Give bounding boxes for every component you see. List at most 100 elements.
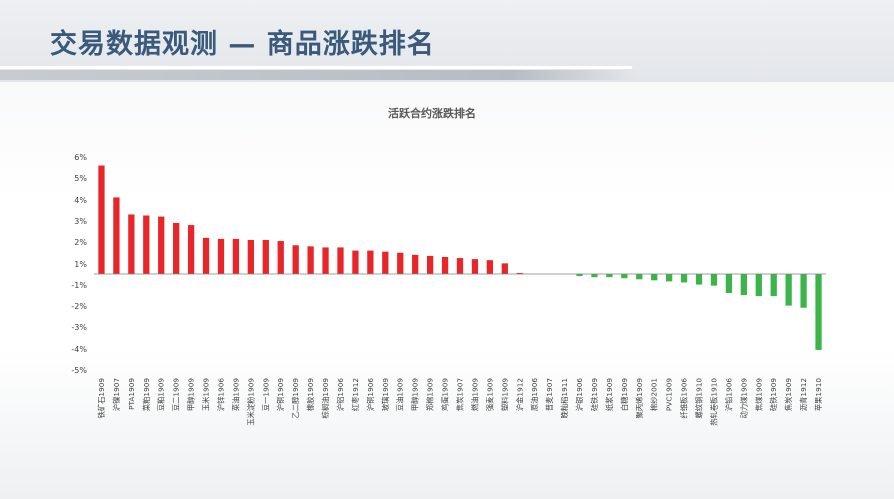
category-label: 沥青1912 [799,378,808,411]
category-label: 甲醇1909 [187,378,196,412]
category-label: 焦炭1909 [784,378,793,412]
bar [232,238,240,274]
bar [322,247,329,274]
header-stripe [0,70,640,80]
bar [591,274,598,278]
bar [666,274,673,282]
bar [576,274,583,277]
category-label: 热轧卷板1910 [709,378,718,426]
page-title: 交易数据观测 — 商品涨跌排名 [50,29,435,60]
category-label: 玉米淀粉1909 [246,378,255,426]
bar [202,237,210,274]
y-tick-label: 6% [74,153,87,162]
category-label: 沪铜1909 [276,378,285,412]
category-label: 沪铜1906 [366,378,375,412]
bar [247,239,254,274]
category-label: 塑料1909 [500,378,509,412]
bar [486,260,494,274]
category-label: 原油1906 [530,378,539,412]
category-label: 沪铝1906 [336,378,345,412]
bar [113,197,120,274]
category-label: 玉米1909 [202,378,211,412]
y-tick-label: 3% [74,217,87,226]
bar [636,274,643,280]
bar [770,274,777,297]
category-label: 动力煤1909 [739,378,748,419]
category-label: 豆粕1909 [157,378,166,412]
category-label: 晚籼稻1911 [560,378,569,418]
bar [501,263,508,274]
bar [412,254,419,274]
bar [621,274,628,279]
category-label: PTA1909 [127,378,136,410]
bar [173,222,180,274]
category-label: 燃油1909 [470,378,479,412]
bar [307,246,314,274]
y-tick-label: -1% [71,281,87,290]
category-label: 螺纹钢1910 [695,378,704,419]
bar [710,274,718,286]
bar [143,215,150,274]
bar [695,274,703,285]
bar [397,252,404,274]
bar [98,165,105,274]
bar [337,247,344,274]
category-label: 甲醇1909 [411,378,420,412]
category-label: 普麦1907 [545,378,554,412]
y-tick-label: -5% [71,366,87,375]
category-label: 强麦1909 [485,378,494,412]
bar [651,274,658,281]
category-label: 豆一1909 [261,378,270,412]
category-label: 苹果1910 [814,378,823,412]
category-labels: 铁矿石1909 沪镍1907 PTA1909 菜粕1909 豆粕1909 豆二1909 甲醇… [97,378,823,426]
category-label: 硅铁1909 [769,378,778,412]
category-label: 菜油1909 [231,378,240,412]
bar [815,274,822,350]
category-label: 玻璃1909 [381,378,390,412]
bar [128,214,135,274]
bar [158,216,165,274]
category-label: 棉纱2001 [650,378,659,411]
category-label: 沪金1912 [515,378,524,411]
bar [755,274,762,297]
category-label: 豆二1909 [172,378,181,412]
bar [262,239,269,274]
bar [217,238,225,274]
bar [352,250,359,274]
y-tick-label: 4% [74,196,87,205]
category-label: 铁矿石1909 [97,378,106,419]
bar [740,274,747,296]
bar [800,274,807,308]
bar [277,241,284,274]
category-label: 鸡蛋1909 [441,378,450,412]
bar [426,255,434,274]
category-label: 沪铅1906 [724,378,733,412]
category-label: 豆油1909 [396,378,405,412]
y-tick-label: -2% [71,302,87,311]
category-label: 橡胶1909 [306,378,315,412]
category-label: PVC1909 [665,378,674,411]
category-label: 纸浆1909 [605,378,614,412]
bar [516,272,523,274]
category-label: 沪锌1906 [216,378,225,412]
category-label: 沪镍1907 [112,378,121,412]
y-axis: 6% 5% 4% 3% 2% 1% -1% -2% -3% -4% -5% [71,153,87,375]
bar [382,251,389,274]
category-label: 焦煤1909 [754,378,763,412]
chart-title: 活跃合约涨跌排名 [388,106,476,120]
y-tick-label: -4% [71,345,87,354]
category-label: 焦炭1907 [456,378,465,412]
category-label: 白糖1909 [620,378,629,412]
y-tick-label: 2% [74,238,87,247]
bar [456,258,464,274]
category-label: 硅铁1909 [590,378,599,412]
category-label: 棕榈油1909 [321,378,330,419]
category-label: 沪银1906 [575,378,584,412]
y-tick-label: 5% [74,174,87,183]
y-tick-label: 1% [74,260,87,269]
bar [471,259,479,274]
bar [441,256,449,274]
bar [606,274,613,278]
bar [785,274,792,306]
